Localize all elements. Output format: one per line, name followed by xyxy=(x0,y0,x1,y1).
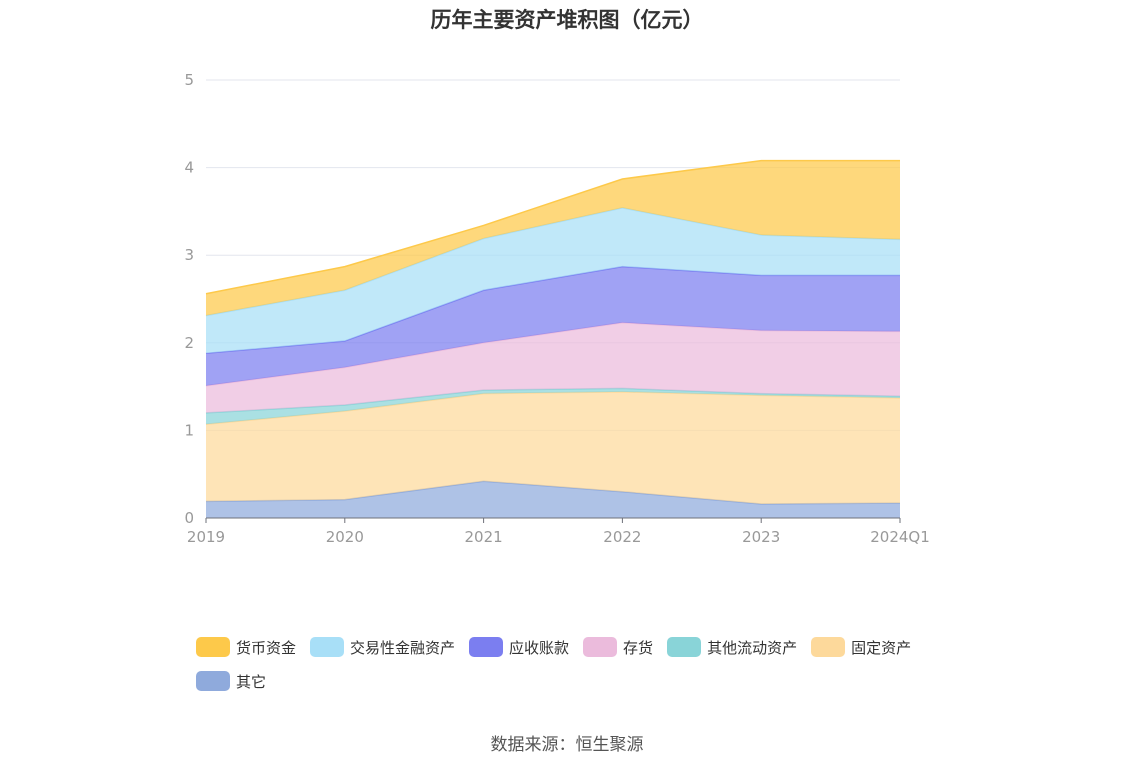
area-series-5 xyxy=(206,207,900,354)
legend-swatch xyxy=(811,637,846,657)
area-series-3 xyxy=(206,322,900,413)
area-series xyxy=(205,159,901,518)
y-tick-label: 5 xyxy=(184,71,194,89)
legend-swatch xyxy=(469,637,504,657)
area-series-6 xyxy=(206,160,900,316)
legend-label: 货币资金 xyxy=(236,638,297,657)
area-series-4 xyxy=(206,266,900,386)
series-line-3 xyxy=(205,321,901,387)
x-tick-label: 2021 xyxy=(465,528,503,546)
legend-row-1: 货币资金 交易性金融资产 应收账款 存货 其他流动资产 固定资产 xyxy=(196,630,956,664)
legend-swatch xyxy=(310,637,345,657)
legend-row-2: 其它 xyxy=(196,664,956,698)
y-tick-label: 3 xyxy=(184,246,194,264)
y-tick-label: 4 xyxy=(184,159,194,177)
y-tick-label: 0 xyxy=(184,509,194,527)
x-tick-label: 2020 xyxy=(326,528,364,546)
legend-item-cunhuo[interactable]: 存货 xyxy=(583,637,653,658)
legend-item-qita[interactable]: 其它 xyxy=(196,671,266,692)
legend-label: 固定资产 xyxy=(851,638,912,657)
legend-label: 其他流动资产 xyxy=(707,638,798,657)
legend-item-huobi-zijin[interactable]: 货币资金 xyxy=(196,637,296,658)
legend-item-guding-zichan[interactable]: 固定资产 xyxy=(811,637,911,658)
area-series-1 xyxy=(206,391,900,504)
legend-item-jiaoyixing-jinrong-zichan[interactable]: 交易性金融资产 xyxy=(310,637,455,658)
legend: 货币资金 交易性金融资产 应收账款 存货 其他流动资产 固定资产 其它 xyxy=(196,630,956,698)
legend-label: 其它 xyxy=(236,672,267,691)
y-tick-label: 2 xyxy=(184,334,194,352)
area-series-2 xyxy=(206,388,900,425)
legend-label: 存货 xyxy=(623,638,654,657)
stacked-area-chart: 0 1 2 3 4 5 2019 2020 2021 2022 2023 2024Q1 xyxy=(184,71,929,546)
x-tick-label: 2019 xyxy=(187,528,225,546)
legend-swatch xyxy=(583,637,618,657)
x-tick-label: 2023 xyxy=(742,528,780,546)
x-tick-label: 2022 xyxy=(603,528,641,546)
x-tick-label: 2024Q1 xyxy=(870,528,930,546)
legend-label: 应收账款 xyxy=(509,638,570,657)
legend-label: 交易性金融资产 xyxy=(350,638,456,657)
area-series-0 xyxy=(206,481,900,518)
series-line-6 xyxy=(205,159,900,295)
chart-title: 历年主要资产堆积图（亿元） xyxy=(430,8,704,32)
legend-item-yingshou-zhangkuan[interactable]: 应收账款 xyxy=(469,637,569,658)
axes: 0 1 2 3 4 5 2019 2020 2021 2022 2023 2024Q1 xyxy=(184,71,929,546)
legend-swatch xyxy=(196,671,230,691)
data-source: 数据来源：恒生聚源 xyxy=(490,735,644,755)
legend-swatch xyxy=(667,637,702,657)
legend-swatch xyxy=(196,637,230,657)
legend-item-qita-liudong-zichan[interactable]: 其他流动资产 xyxy=(667,637,797,658)
y-tick-label: 1 xyxy=(184,421,194,439)
